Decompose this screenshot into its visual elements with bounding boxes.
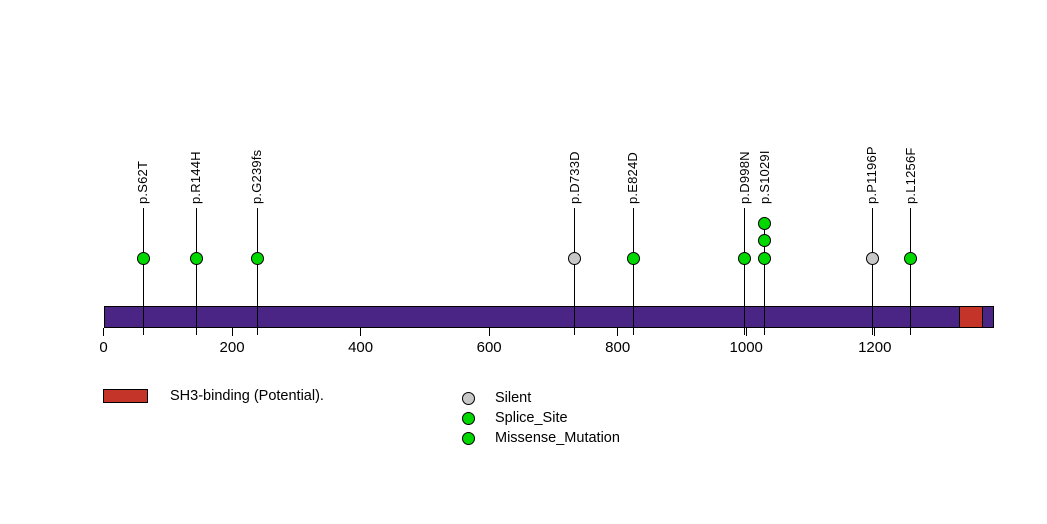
sh3-binding-domain-block (958, 306, 984, 328)
x-axis-tick-label: 1200 (858, 339, 892, 356)
mutation-circle (626, 251, 640, 265)
mutation-label: p.S1029I (756, 150, 772, 204)
lollipop-stem (910, 208, 912, 335)
mutation-circle (568, 251, 582, 265)
x-axis-tick (488, 328, 490, 336)
mutation-label: p.D998N (736, 151, 752, 204)
mutation-label: p.R144H (188, 151, 204, 204)
splice-site-legend-icon (462, 411, 475, 425)
x-axis-tick-label: 1000 (729, 339, 763, 356)
mutation-circle (758, 251, 772, 265)
mutation-label: p.E824D (625, 152, 641, 204)
mutation-circle (865, 251, 879, 265)
silent-legend-icon (462, 391, 475, 405)
lollipop-stem (574, 208, 576, 335)
mutation-circle (189, 251, 203, 265)
mutation-circle (136, 251, 150, 265)
legend-item-splice-site: Splice_Site (462, 408, 620, 428)
x-axis-tick (103, 328, 104, 336)
lollipop-stem (871, 208, 873, 335)
x-axis-tick (874, 328, 876, 336)
lollipop-stem (195, 208, 197, 335)
protein-bar (103, 306, 995, 328)
mutation-circle (758, 234, 772, 247)
mutation-circle (738, 251, 752, 265)
legend-item-silent: Silent (462, 388, 620, 408)
mutation-circle (250, 251, 264, 265)
x-axis-tick-label: 0 (99, 339, 108, 356)
mutation-circle (758, 216, 772, 230)
mutation-label: p.P1196P (864, 146, 880, 204)
mutation-label: p.G239fs (249, 149, 265, 204)
legend-label: Splice_Site (495, 410, 568, 426)
mutation-type-legend: Silent Splice_Site Missense_Mutation (462, 388, 620, 448)
legend-item-missense-mutation: Missense_Mutation (462, 428, 620, 448)
lollipop-stem (764, 218, 766, 335)
lollipop-stem (632, 208, 634, 335)
x-axis-tick-label: 400 (348, 339, 374, 356)
lollipop-stem (256, 208, 258, 335)
x-axis-tick-label: 800 (605, 339, 631, 356)
domain-color-swatch (103, 389, 148, 403)
missense-legend-icon (462, 431, 475, 445)
x-axis-tick-label: 200 (219, 339, 245, 356)
x-axis-tick (617, 328, 619, 336)
mutation-label: p.L1256F (902, 147, 918, 204)
legend-label: Missense_Mutation (495, 430, 620, 446)
x-axis-tick-label: 600 (476, 339, 502, 356)
mutation-label: p.D733D (566, 151, 582, 204)
domain-legend-label: SH3-binding (Potential). (170, 388, 324, 404)
lollipop-stem (142, 208, 144, 335)
x-axis-tick (745, 328, 747, 336)
mutation-label: p.S62T (135, 160, 151, 204)
legend-label: Silent (495, 390, 532, 406)
lollipop-stem (744, 208, 746, 335)
mutation-circle (904, 251, 918, 265)
x-axis-tick (231, 328, 233, 336)
x-axis-tick (360, 328, 362, 336)
